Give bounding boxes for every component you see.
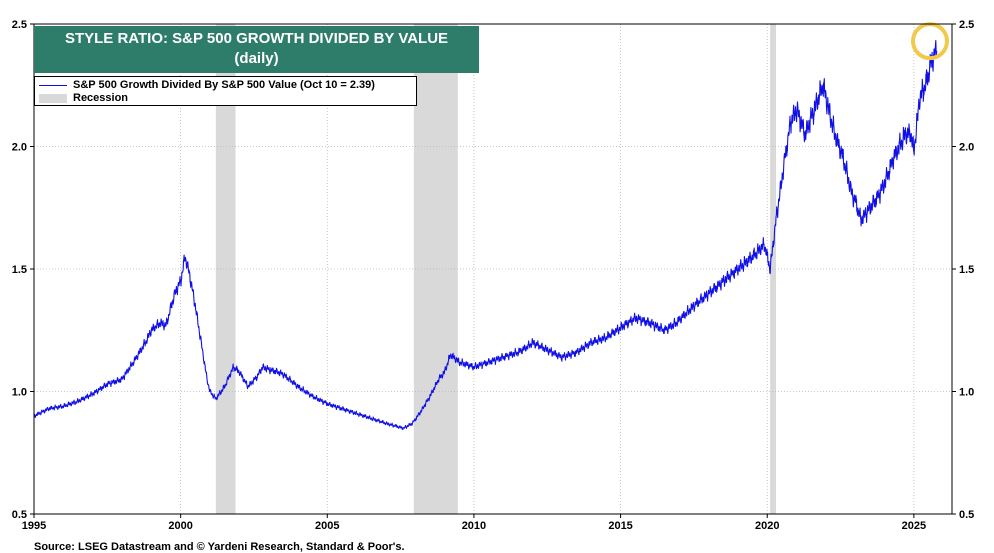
y-tick-label-right: 0.5	[959, 509, 974, 521]
chart-title-box: STYLE RATIO: S&P 500 GROWTH DIVIDED BY V…	[34, 26, 479, 73]
y-tick-label-right: 2.0	[959, 142, 974, 154]
legend-item-series: S&P 500 Growth Divided By S&P 500 Value …	[39, 79, 375, 92]
source-note: Source: LSEG Datastream and © Yardeni Re…	[34, 541, 405, 553]
chart-title: STYLE RATIO: S&P 500 GROWTH DIVIDED BY V…	[64, 30, 449, 47]
y-tick-label-left: 0.5	[12, 509, 27, 521]
recession-band	[770, 24, 777, 514]
y-tick-label-right: 1.5	[959, 264, 974, 276]
x-tick-label: 2005	[315, 520, 339, 532]
y-tick-label-right: 2.5	[959, 19, 974, 31]
y-axis-ticks: 0.5 0.5 1.0 1.0 1.5 1.5 2.0 2.0 2.5 2.5	[12, 19, 975, 521]
x-tick-label: 2025	[902, 520, 926, 532]
legend-recession-label: Recession	[73, 92, 129, 104]
y-tick-label-left: 2.0	[12, 142, 27, 154]
series-line	[33, 40, 938, 431]
chart-subtitle: (daily)	[234, 50, 279, 67]
legend-recession-swatch	[39, 93, 67, 103]
x-tick-label: 1995	[22, 520, 46, 532]
y-tick-label-right: 1.0	[959, 387, 974, 399]
legend-series-label: S&P 500 Growth Divided By S&P 500 Value …	[73, 79, 375, 91]
series-lines	[33, 40, 938, 431]
x-axis-ticks: 1995 2000 2005 2010 2015 2020 2025	[22, 514, 926, 532]
highlight-circle	[911, 22, 950, 61]
legend: S&P 500 Growth Divided By S&P 500 Value …	[34, 76, 417, 106]
y-tick-label-left: 1.5	[12, 264, 27, 276]
y-tick-label-left: 2.5	[12, 19, 27, 31]
legend-item-recession: Recession	[39, 92, 128, 105]
x-tick-label: 2010	[462, 520, 486, 532]
y-tick-label-left: 1.0	[12, 387, 27, 399]
legend-line-swatch	[39, 84, 67, 86]
highlight-circle-mark	[911, 22, 950, 61]
x-tick-label: 2015	[608, 520, 632, 532]
x-tick-label: 2020	[755, 520, 779, 532]
x-tick-label: 2000	[168, 520, 192, 532]
